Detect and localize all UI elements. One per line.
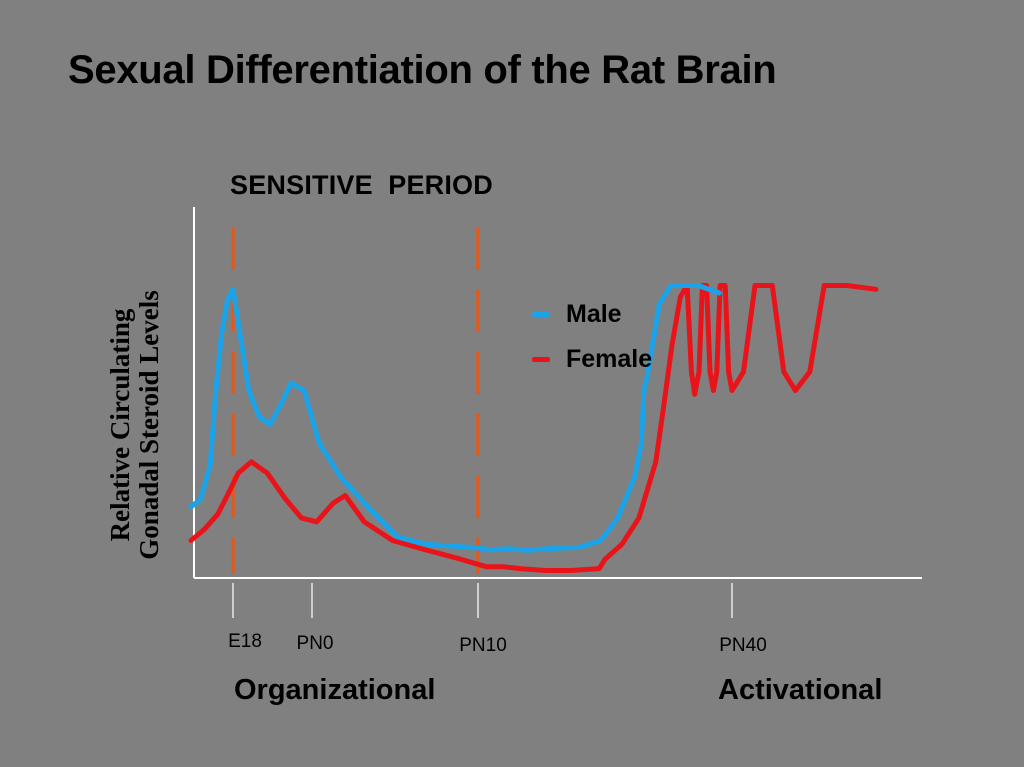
legend-swatch-male <box>532 312 550 317</box>
series-line-female <box>188 283 690 573</box>
y-axis-label-line-2: Gonadal Steroid Levels <box>134 290 164 560</box>
phase-label-activational: Activational <box>718 674 883 706</box>
legend-item-female: Female <box>532 345 652 374</box>
x-tick-label-pn10: PN10 <box>459 635 507 656</box>
legend-label-female: Female <box>566 345 653 373</box>
legend-label-male: Male <box>566 300 622 328</box>
legend-swatch-female <box>532 357 550 362</box>
y-axis-label-line-1: Relative Circulating <box>105 308 135 542</box>
slide-title: Sexual Differentiation of the Rat Brain <box>68 48 777 92</box>
series-line-male <box>188 283 722 553</box>
y-axis-label: Relative Circulating Gonadal Steroid Lev… <box>105 290 164 560</box>
series-line-female-oscillation <box>684 283 879 397</box>
x-tick-label-e18: E18 <box>228 631 262 652</box>
sensitive-period-label: SENSITIVE PERIOD <box>230 170 493 200</box>
x-tick-label-pn40: PN40 <box>719 635 767 656</box>
legend-item-male: Male <box>532 300 622 329</box>
x-tick-label-pn0: PN0 <box>296 633 334 654</box>
phase-label-organizational: Organizational <box>234 674 436 706</box>
